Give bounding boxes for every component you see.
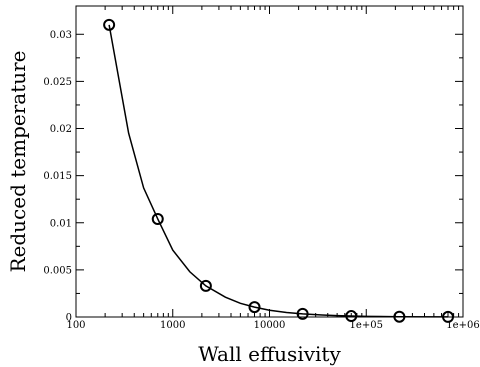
x-tick-label: 100 xyxy=(66,320,85,331)
x-tick-label: 1e+06 xyxy=(446,320,479,331)
data-point xyxy=(103,18,116,31)
y-tick-label: 0 xyxy=(66,313,72,324)
y-tick-label: 0.02 xyxy=(50,124,72,135)
y-tick-label: 0.015 xyxy=(43,171,72,182)
y-tick-label: 0.025 xyxy=(43,77,72,88)
data-point xyxy=(442,310,455,323)
fit-curve xyxy=(108,24,449,318)
y-tick-label: 0.005 xyxy=(43,265,72,276)
data-point xyxy=(199,279,212,292)
x-axis-title: Wall effusivity xyxy=(198,342,341,366)
x-tick-label: 10000 xyxy=(254,320,286,331)
plot-frame xyxy=(75,5,464,318)
y-axis-title: Reduced temperature xyxy=(6,50,30,272)
data-point xyxy=(296,307,309,320)
data-point xyxy=(393,310,406,323)
data-points xyxy=(103,18,455,323)
y-tick-label: 0.01 xyxy=(50,218,72,229)
data-point xyxy=(151,212,164,225)
data-point xyxy=(345,310,358,323)
data-point xyxy=(248,301,261,314)
x-tick-label: 1000 xyxy=(160,320,185,331)
y-tick-label: 0.03 xyxy=(50,30,72,41)
x-tick-label: 1e+05 xyxy=(350,320,383,331)
axis-ticks: 100 1000 10000 1e+05 1e+06 0 0.005 0.01 0.015 0.0… xyxy=(43,6,480,331)
